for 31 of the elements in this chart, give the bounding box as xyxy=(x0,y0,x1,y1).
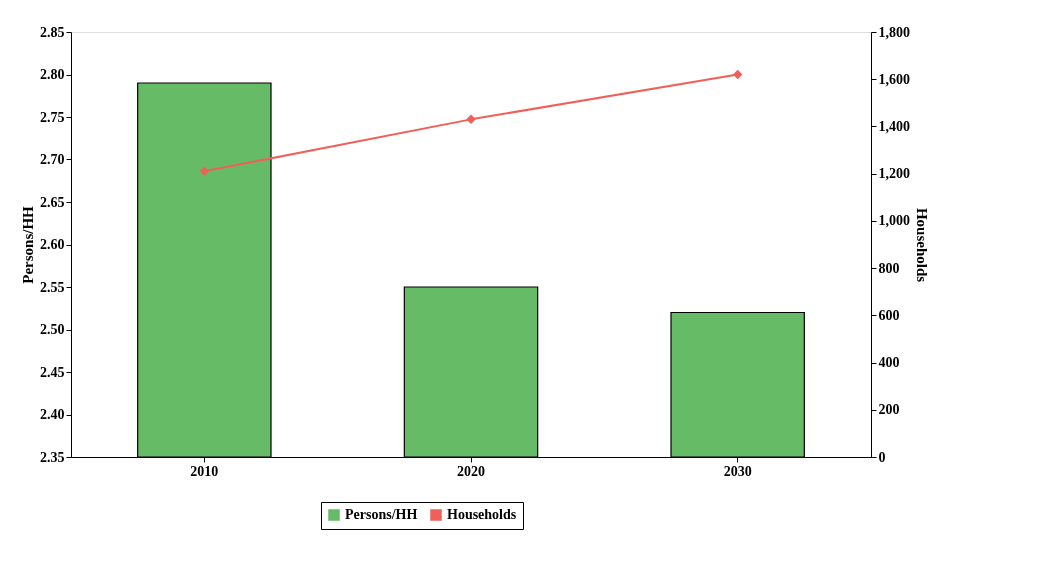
legend-label: Households xyxy=(447,507,517,522)
y2-tick-label: 800 xyxy=(878,260,900,276)
point xyxy=(732,69,743,80)
y-axis-title: Persons/HH xyxy=(20,205,36,284)
x-tick-label: 2020 xyxy=(457,463,485,479)
y-tick-label: 2.70 xyxy=(40,152,65,167)
y2-axis-title: Households xyxy=(914,207,930,283)
x-tick-label: 2030 xyxy=(723,463,752,479)
legend-label: Persons/HH xyxy=(345,507,418,522)
y2-tick-label: 1,800 xyxy=(878,24,910,40)
y2-tick-label: 1,400 xyxy=(878,118,910,134)
x-tick-label: 2010 xyxy=(190,463,219,479)
y-tick-label: 2.85 xyxy=(40,24,65,40)
y2-tick-label: 1,600 xyxy=(878,71,910,87)
y-tick-label: 2.40 xyxy=(40,407,65,422)
y2-tick-label: 600 xyxy=(878,307,900,323)
y2-tick-label: 1,200 xyxy=(878,166,910,182)
point xyxy=(199,166,210,177)
y-tick-label: 2.50 xyxy=(40,322,65,337)
y-tick-label: 2.65 xyxy=(40,194,65,210)
y2-tick-label: 1,000 xyxy=(878,213,910,229)
y-tick-label: 2.45 xyxy=(40,364,65,380)
y-tick-label: 2.75 xyxy=(40,109,65,125)
y2-tick-label: 200 xyxy=(878,402,900,418)
point xyxy=(466,114,476,125)
y2-tick-label: 400 xyxy=(878,355,900,371)
y-tick-label: 2.80 xyxy=(40,67,65,82)
y2-tick-label: 0 xyxy=(878,449,886,465)
y-tick-label: 2.55 xyxy=(40,279,65,295)
y-tick-label: 2.35 xyxy=(40,449,65,465)
y-tick-label: 2.60 xyxy=(40,237,65,252)
